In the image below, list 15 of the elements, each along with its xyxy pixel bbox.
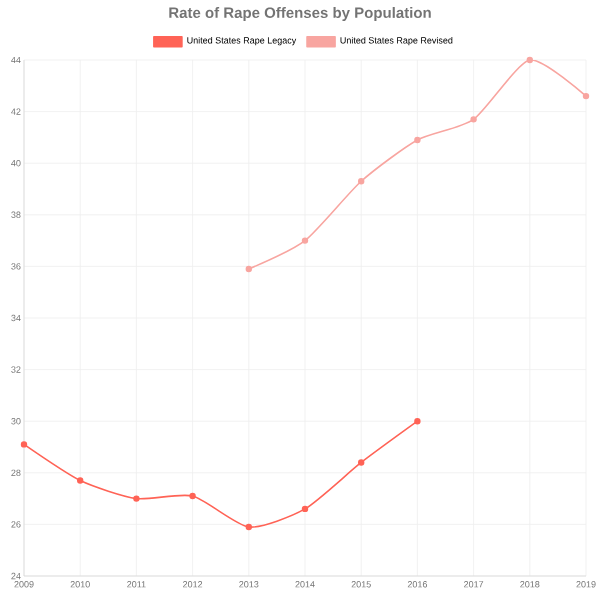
point [301,505,309,513]
point [582,92,590,100]
point [77,477,84,484]
point [245,265,252,273]
point [133,495,140,502]
point [358,178,365,185]
point [245,523,252,531]
point [20,441,28,448]
point [470,116,477,123]
point [414,418,421,425]
point [358,459,365,466]
point [526,56,534,64]
point [189,492,196,500]
point [301,237,309,244]
point [414,136,421,144]
